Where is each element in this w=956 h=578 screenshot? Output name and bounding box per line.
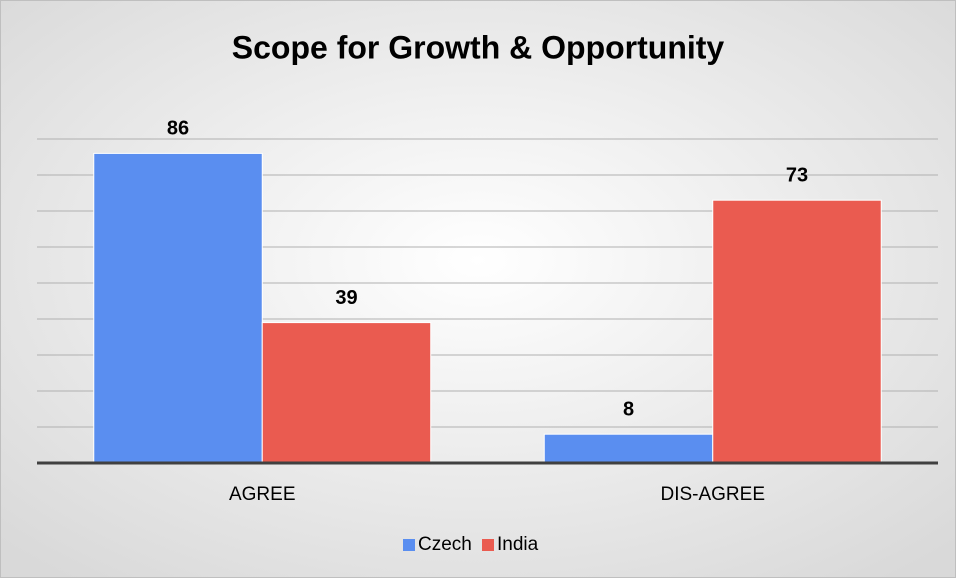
x-tick-label: DIS-AGREE <box>660 484 765 505</box>
legend-swatch <box>403 539 415 551</box>
bar <box>543 433 714 464</box>
legend-label: India <box>497 534 539 555</box>
x-tick-label: AGREE <box>229 484 296 505</box>
data-label: 39 <box>335 287 357 309</box>
bar <box>93 152 263 464</box>
bar <box>712 199 882 464</box>
data-label: 86 <box>167 118 189 140</box>
data-label: 8 <box>623 398 634 420</box>
legend-label: Czech <box>418 534 472 555</box>
data-label: 73 <box>786 164 808 186</box>
bar <box>261 322 432 464</box>
chart-title: Scope for Growth & Opportunity <box>232 29 725 65</box>
legend-swatch <box>482 539 494 551</box>
